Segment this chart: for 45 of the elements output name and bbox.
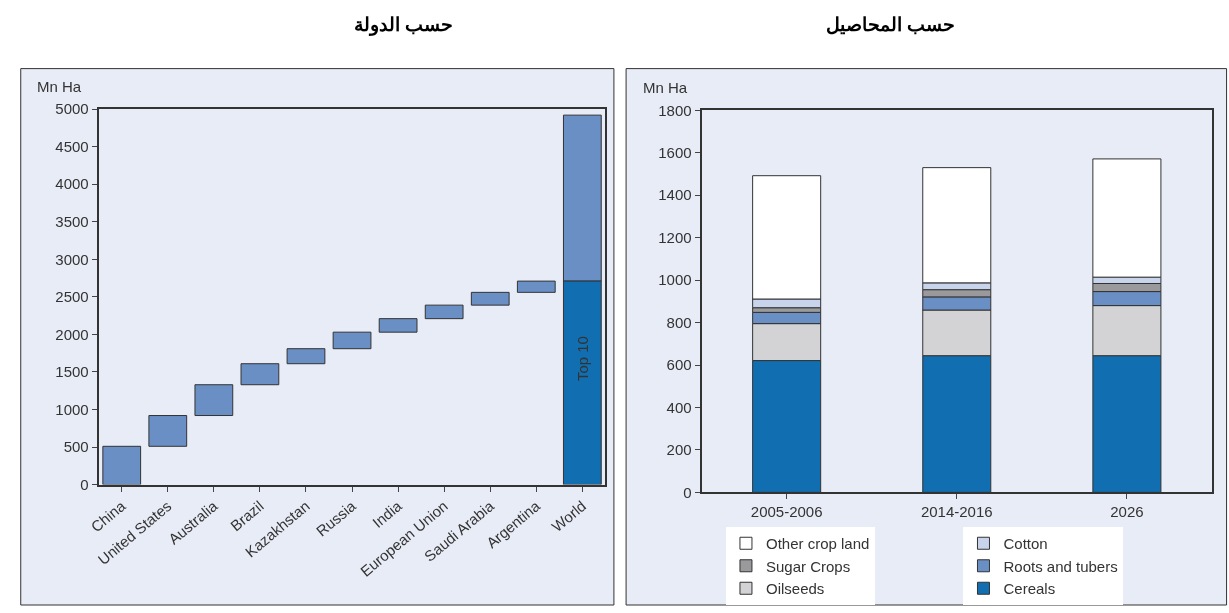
bar: [516, 280, 556, 293]
y-tick-label: 2500: [55, 288, 89, 306]
y-axis-title: Mn Ha: [643, 79, 688, 96]
legend-label: Other crop land: [765, 535, 870, 553]
bar: [286, 348, 326, 365]
y-tick-label: 1000: [658, 271, 692, 289]
bar: [194, 384, 234, 417]
y-tick-label: 4000: [55, 175, 89, 193]
legend-label: Cotton: [1003, 535, 1048, 553]
chart-title: حسب الدولة: [354, 14, 454, 36]
bar: [240, 363, 280, 386]
y-tick-label: 800: [666, 313, 692, 331]
y-axis-title: Mn Ha: [37, 78, 82, 95]
y-tick-label: 4500: [55, 137, 89, 155]
y-tick-label: 400: [666, 398, 692, 416]
x-tick-label: India: [369, 496, 406, 532]
x-tick-label: 2026: [1110, 503, 1144, 521]
x-tick-label: 2005-2006: [750, 503, 823, 521]
bar: [148, 415, 188, 447]
bar: [378, 318, 418, 333]
y-tick-label: 200: [666, 441, 692, 459]
legend-label: Sugar Crops: [765, 557, 851, 575]
y-tick-label: 0: [80, 475, 89, 493]
y-tick-label: 0: [683, 483, 692, 501]
y-tick-label: 1500: [55, 363, 89, 381]
bar: [424, 304, 464, 320]
chart-title: حسب المحاصيل: [826, 14, 956, 35]
y-tick-label: 5000: [55, 100, 89, 118]
bar: [470, 291, 510, 306]
y-tick-label: 1000: [55, 400, 89, 418]
y-tick-label: 1800: [658, 101, 692, 119]
y-tick-label: 500: [63, 438, 89, 456]
x-tick-label: 2014-2016: [920, 503, 993, 521]
legend-label: Roots and tubers: [1003, 557, 1118, 575]
legend-label: Cereals: [1003, 580, 1056, 598]
y-tick-label: 3500: [55, 213, 89, 231]
bar: [332, 331, 372, 350]
annotation: Top 10: [573, 336, 591, 382]
y-tick-label: 1600: [658, 144, 692, 162]
legend-label: Oilseeds: [765, 580, 825, 598]
y-tick-label: 2000: [55, 325, 89, 343]
y-tick-label: 600: [666, 356, 692, 374]
y-tick-label: 1200: [658, 228, 692, 246]
y-tick-label: 1400: [658, 186, 692, 204]
y-tick-label: 3000: [55, 250, 89, 268]
